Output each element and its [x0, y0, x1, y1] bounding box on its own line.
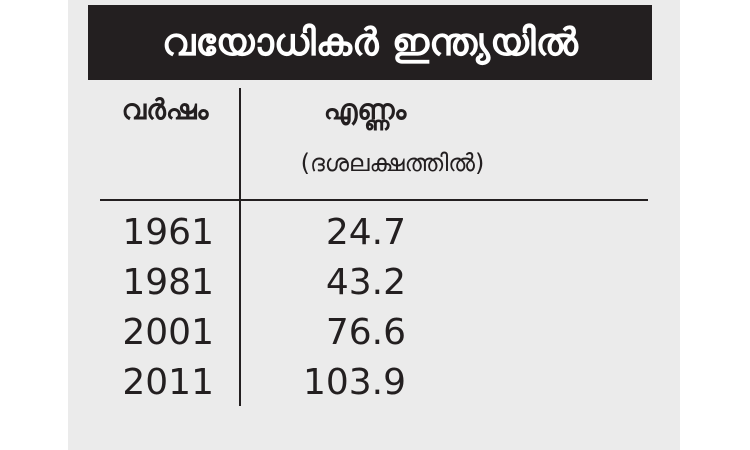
title: വയോധികർ ഇന്ത്യയിൽ	[162, 20, 578, 64]
year-cell: 2001	[122, 312, 214, 353]
year-header: വർഷം	[121, 93, 209, 126]
header-divider	[100, 199, 648, 201]
count-cell: 24.7	[325, 212, 406, 253]
title-bar	[88, 5, 652, 80]
count-cell: 43.2	[325, 262, 406, 303]
year-cell: 1961	[122, 212, 214, 253]
unit-header: (ദശലക്ഷത്തിൽ)	[300, 149, 485, 177]
count-cell: 76.6	[325, 312, 406, 353]
count-header: എണ്ണം	[323, 93, 407, 126]
column-divider	[239, 88, 241, 406]
year-cell: 1981	[122, 262, 214, 303]
year-cell: 2011	[122, 362, 214, 403]
count-cell: 103.9	[302, 362, 406, 403]
